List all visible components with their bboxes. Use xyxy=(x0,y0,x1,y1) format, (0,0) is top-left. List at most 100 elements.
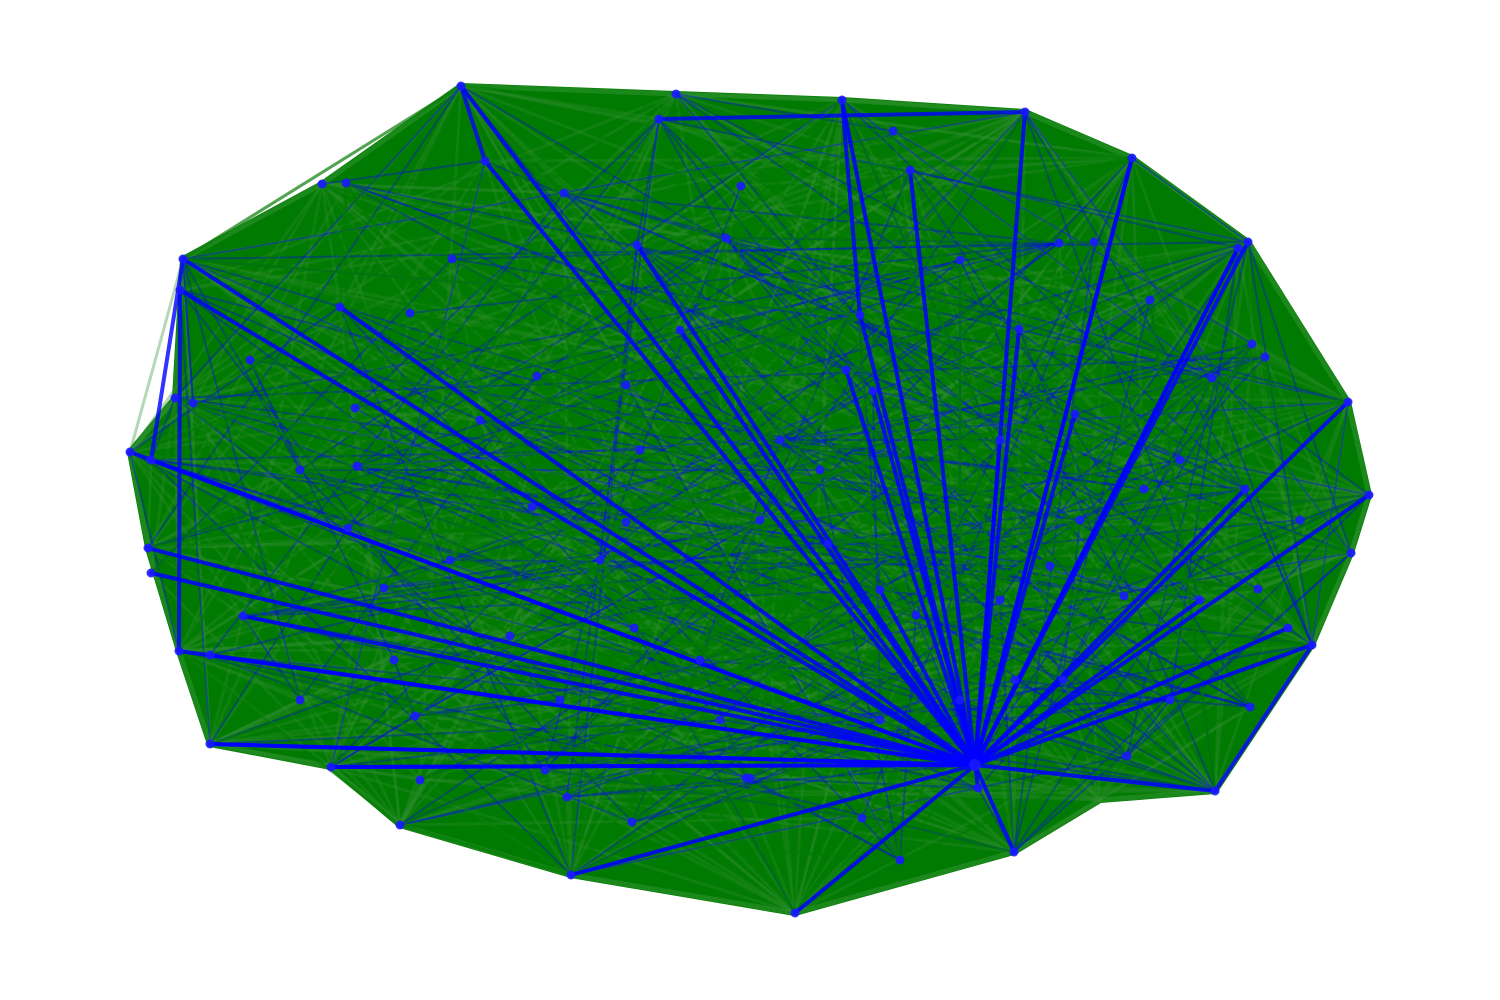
graph-edge xyxy=(241,182,324,618)
graph-edge xyxy=(329,765,1016,854)
graph-edge xyxy=(191,401,402,827)
graph-edge xyxy=(826,400,1350,546)
graph-node xyxy=(405,308,415,318)
graph-edge xyxy=(173,396,636,630)
graph-edge xyxy=(409,242,1060,314)
graph-edge xyxy=(173,396,762,522)
hub-edge xyxy=(878,588,977,767)
graph-edge xyxy=(675,93,894,132)
graph-edge xyxy=(569,786,980,877)
graph-node xyxy=(480,156,490,166)
hub-edge xyxy=(840,98,977,767)
graph-edge xyxy=(998,598,1314,647)
graph-node xyxy=(379,583,389,593)
graph-edge xyxy=(398,678,1065,827)
hub-edge xyxy=(459,84,487,163)
graph-edge xyxy=(149,396,177,575)
graph-edge xyxy=(208,518,762,746)
graph-edge xyxy=(248,358,350,530)
graph-edge xyxy=(636,118,660,246)
graph-edge xyxy=(345,182,1349,403)
graph-edge xyxy=(878,246,1240,592)
graph-edge xyxy=(793,588,882,915)
graph-edge xyxy=(408,311,797,915)
graph-edge xyxy=(329,117,661,769)
graph-edge xyxy=(414,519,761,717)
graph-node xyxy=(1127,153,1137,163)
hub-edge xyxy=(793,763,977,915)
graph-node xyxy=(955,255,965,265)
graph-edge xyxy=(176,648,213,747)
hub-edge xyxy=(1213,643,1314,793)
graph-node xyxy=(855,310,865,320)
graph-edge xyxy=(1309,550,1354,648)
graph-node xyxy=(745,773,755,783)
graph-edge xyxy=(418,778,573,877)
graph-edge xyxy=(181,257,830,546)
graph-node xyxy=(857,813,867,823)
graph-edge xyxy=(840,98,1252,709)
graph-edge xyxy=(638,448,977,767)
graph-edge xyxy=(891,129,1314,647)
graph-edge xyxy=(179,289,211,745)
hub-edge xyxy=(208,653,977,767)
graph-node xyxy=(343,523,353,533)
graph-edge xyxy=(674,92,1134,160)
graph-node xyxy=(326,762,336,772)
graph-node xyxy=(238,611,248,621)
graph-edge xyxy=(353,243,639,410)
graph-edge xyxy=(1345,399,1372,498)
graph-edge xyxy=(674,92,962,262)
graph-edge xyxy=(320,182,822,472)
hub-edge xyxy=(569,763,977,877)
graph-edge xyxy=(398,110,1027,827)
graph-node xyxy=(335,302,345,312)
graph-edge xyxy=(792,849,1017,916)
graph-edge xyxy=(191,401,302,702)
graph-edge xyxy=(630,626,636,824)
graph-node xyxy=(973,783,983,793)
graph-node xyxy=(505,631,515,641)
graph-node xyxy=(1014,324,1024,334)
graph-edge xyxy=(344,181,748,780)
graph-edge xyxy=(793,643,1314,915)
graph-edge xyxy=(177,649,402,827)
graph-node xyxy=(205,739,215,749)
graph-edge xyxy=(1129,155,1251,245)
hub-edge xyxy=(908,168,977,767)
graph-edge xyxy=(408,311,1353,555)
graph-edge xyxy=(179,289,1081,521)
graph-edge xyxy=(242,615,1216,792)
graph-edge xyxy=(569,493,1371,877)
graph-edge xyxy=(840,98,1027,114)
hub-edge xyxy=(338,305,977,767)
graph-edge xyxy=(1122,551,1353,598)
graph-edge xyxy=(339,306,961,701)
graph-edge xyxy=(1245,239,1351,405)
graph-edge xyxy=(181,257,1016,854)
graph-node xyxy=(1119,591,1129,601)
graph-node xyxy=(1245,702,1255,712)
graph-edge xyxy=(569,98,844,877)
graph-edge xyxy=(543,342,1254,772)
graph-edge xyxy=(320,182,566,195)
graph-node xyxy=(395,820,405,830)
graph-node xyxy=(1009,847,1019,857)
graph-edge xyxy=(413,714,1016,854)
graph-edge xyxy=(418,487,1247,782)
graph-node xyxy=(174,646,184,656)
graph-edge xyxy=(398,448,642,827)
graph-edge xyxy=(382,586,977,767)
graph-edge xyxy=(898,705,1252,862)
graph-node xyxy=(447,254,457,264)
graph-node xyxy=(1364,490,1374,500)
graph-node xyxy=(621,380,631,390)
hub-edge xyxy=(973,438,1002,767)
graph-node xyxy=(295,695,305,705)
graph-edge xyxy=(698,258,962,662)
graph-edge xyxy=(329,313,862,769)
graph-node xyxy=(1253,584,1263,594)
graph-edge xyxy=(1210,376,1247,491)
graph-node xyxy=(445,555,455,565)
graph-edge xyxy=(459,84,636,630)
